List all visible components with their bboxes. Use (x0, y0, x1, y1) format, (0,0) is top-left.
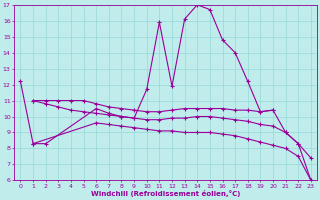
X-axis label: Windchill (Refroidissement éolien,°C): Windchill (Refroidissement éolien,°C) (91, 190, 240, 197)
